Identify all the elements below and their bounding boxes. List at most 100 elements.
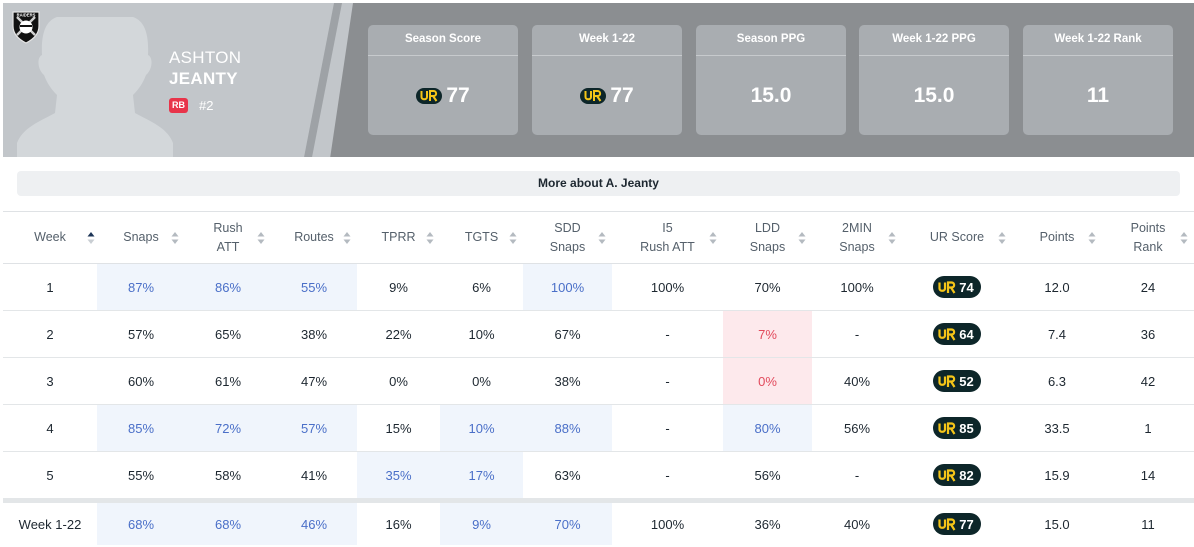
stat-card-title: Season PPG (696, 25, 846, 56)
column-header-two-min-snaps[interactable]: 2MIN Snaps (812, 212, 902, 263)
cell-routes: 47% (300, 373, 328, 389)
column-header-line1: Week (34, 230, 66, 244)
stat-card-number: 77 (446, 83, 470, 107)
sort-icon[interactable] (888, 231, 896, 245)
column-header-ldd-snaps[interactable]: LDD Snaps (723, 212, 812, 263)
column-header-points-rank[interactable]: Points Rank (1102, 212, 1194, 263)
cell-sdd-snaps: 88% (523, 405, 612, 451)
table-body: 1 87% 86% 55% 9% 6% 100% 100% 70% 100% 74 12.0 24 2 57… (3, 264, 1194, 545)
column-header-line2: Snaps (749, 239, 786, 254)
cell-sdd-snaps: 70% (523, 503, 612, 545)
cell-points-rank: 14 (1140, 467, 1156, 483)
cell-week: 2 (46, 326, 54, 342)
column-header-week[interactable]: Week (3, 212, 97, 263)
column-header-line1: Points (1039, 230, 1075, 244)
ur-logo-icon (938, 421, 956, 435)
column-header-line1: TGTS (464, 230, 499, 244)
cell-two-min-snaps: - (854, 467, 860, 483)
sort-icon[interactable] (171, 231, 179, 245)
cell-rush-att: 72% (185, 405, 271, 451)
cell-points: 6.3 (1047, 373, 1067, 389)
cell-i5-rush-att: - (665, 467, 670, 483)
column-header-tgts[interactable]: TGTS (440, 212, 523, 263)
sort-icon[interactable] (257, 231, 265, 245)
column-header-line1: UR Score (929, 230, 985, 244)
cell-routes: 38% (300, 326, 328, 342)
column-header-label: Snaps (123, 228, 158, 247)
cell-i5-rush-att: - (665, 420, 670, 436)
column-header-ur-score[interactable]: UR Score (902, 212, 1012, 263)
stat-card-season-score: Season Score 77 (368, 25, 518, 135)
sort-icon[interactable] (1180, 231, 1188, 245)
cell-ur-score: 52 (902, 358, 1012, 404)
cell-tgts: 17% (440, 452, 523, 498)
player-first-name: ASHTON (169, 48, 242, 67)
position-badge: RB (169, 98, 188, 113)
column-header-sdd-snaps[interactable]: SDD Snaps (523, 212, 612, 263)
sort-icon[interactable] (509, 231, 517, 245)
table-row: 4 85% 72% 57% 15% 10% 88% - 80% 56% 85 33.5 1 (3, 405, 1194, 452)
stat-card-number: 11 (1086, 83, 1110, 107)
ur-logo-icon (938, 468, 956, 482)
stat-card-number: 15.0 (750, 83, 792, 107)
cell-snaps: 60% (127, 373, 155, 389)
column-header-line2: Rank (1133, 239, 1163, 254)
column-header-line1: TPRR (381, 230, 416, 244)
column-header-snaps[interactable]: Snaps (97, 212, 185, 263)
cell-ur-score: 64 (902, 311, 1012, 357)
ur-logo-icon (416, 87, 443, 104)
sort-icon[interactable] (87, 231, 95, 245)
cell-points: 12.0 (1044, 279, 1070, 295)
sort-icon[interactable] (1088, 231, 1096, 245)
cell-tprr: 16% (385, 516, 412, 532)
ur-score-badge: 52 (933, 370, 981, 392)
column-header-routes[interactable]: Routes (271, 212, 357, 263)
cell-points-rank: 36 (1140, 326, 1156, 342)
cell-tprr: 22% (385, 326, 412, 342)
cell-two-min-snaps: 40% (843, 373, 871, 389)
column-header-points[interactable]: Points (1012, 212, 1102, 263)
cell-two-min-snaps: 40% (843, 516, 871, 532)
sort-icon[interactable] (343, 231, 351, 245)
column-header-line1: I5 (662, 220, 673, 235)
sort-icon[interactable] (709, 231, 717, 245)
cell-tgts: 6% (472, 279, 491, 295)
sort-icon[interactable] (798, 231, 806, 245)
column-header-tprr[interactable]: TPRR (357, 212, 440, 263)
sort-icon[interactable] (598, 231, 606, 245)
column-header-label: 2MIN Snaps (839, 219, 874, 257)
cell-two-min-snaps: - (854, 326, 860, 342)
ur-logo-icon (938, 374, 956, 388)
column-header-label: I5 Rush ATT (640, 219, 695, 257)
ur-score-badge: 77 (933, 513, 981, 535)
table-header-row: Week Snaps Rush ATT Routes TPRR TGTS SDD Snaps I5… (3, 212, 1194, 264)
cell-ldd-snaps: 36% (754, 516, 781, 532)
cell-sdd-snaps: 67% (554, 326, 581, 342)
cell-tgts: 10% (440, 405, 523, 451)
column-header-line2: Snaps (549, 239, 586, 254)
player-last-name: JEANTY (169, 69, 238, 88)
cell-points-rank: 11 (1141, 516, 1155, 532)
sort-icon[interactable] (998, 231, 1006, 245)
cell-ur-score: 85 (902, 405, 1012, 451)
ur-score-badge: 74 (933, 276, 981, 298)
ur-logo-icon (580, 87, 607, 104)
sort-icon[interactable] (426, 231, 434, 245)
column-header-label: UR Score (930, 228, 984, 247)
svg-text:RAIDERS: RAIDERS (17, 13, 36, 18)
stat-card-value: 77 (532, 56, 682, 135)
column-header-label: Rush ATT (213, 219, 242, 257)
cell-snaps: 68% (97, 503, 185, 545)
column-header-label: TPRR (381, 228, 415, 247)
cell-tprr: 0% (389, 373, 408, 389)
cell-points: 15.0 (1044, 516, 1070, 532)
column-header-line1: Snaps (123, 230, 159, 244)
cell-rush-att: 86% (185, 264, 271, 310)
cell-sdd-snaps: 63% (554, 467, 581, 483)
column-header-i5-rush-att[interactable]: I5 Rush ATT (612, 212, 723, 263)
more-about-button[interactable]: More about A. Jeanty (17, 171, 1180, 196)
ur-logo-icon (938, 327, 956, 341)
cell-points-rank: 42 (1140, 373, 1156, 389)
column-header-rush-att[interactable]: Rush ATT (185, 212, 271, 263)
column-header-line2: Rush ATT (640, 239, 695, 254)
